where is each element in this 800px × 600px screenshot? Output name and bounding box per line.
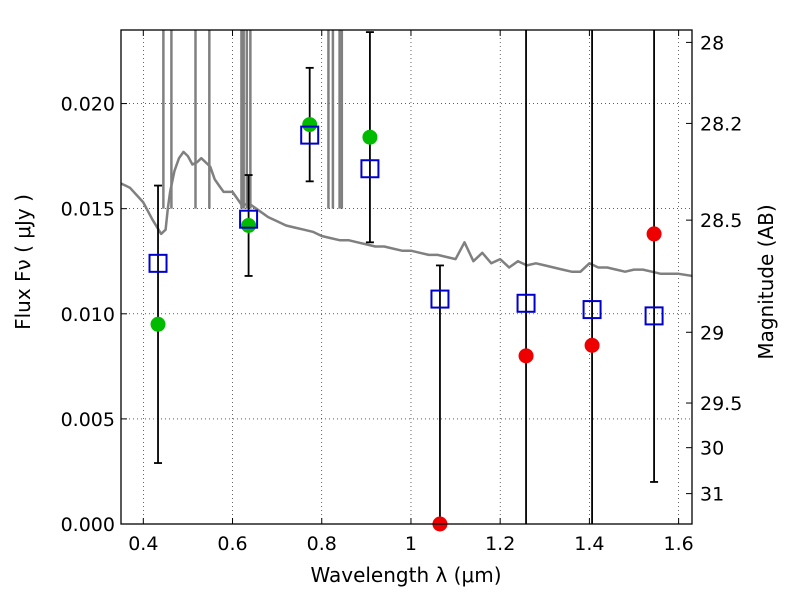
plot-background <box>121 30 692 524</box>
x-axis-title: Wavelength λ (μm) <box>310 563 501 587</box>
detection-point <box>150 316 166 332</box>
y-tick-label: 0.005 <box>61 409 115 431</box>
x-tick-label: 1.4 <box>574 533 604 555</box>
magnitude-axis: 28 28.2 28.5 29 29.5 30 31 <box>686 32 742 506</box>
magnitude-axis-title: Magnitude (AB) <box>754 204 778 359</box>
plot-frame <box>120 29 693 525</box>
y-tick-label: 0.015 <box>61 199 115 221</box>
detection-point <box>241 217 257 233</box>
upper-limit-point <box>646 226 662 242</box>
x-tick-label: 1 <box>405 533 417 555</box>
detection-point <box>302 117 318 133</box>
observed-flux-square <box>644 306 664 326</box>
y-tick-label: 0.020 <box>61 94 115 116</box>
detection-point <box>362 129 378 145</box>
observed-flux-square <box>360 159 380 179</box>
magnitude-tick-label: 30 <box>700 438 724 460</box>
observed-flux-square <box>516 293 536 313</box>
upper-limit-point <box>518 348 534 364</box>
x-tick-label: 0.4 <box>128 533 158 555</box>
observed-flux-square <box>430 289 450 309</box>
x-axis: 0.4 0.6 0.8 1 1.2 1.4 1.6 <box>128 30 694 555</box>
observed-flux-square <box>239 209 259 229</box>
magnitude-tick-label: 28.5 <box>700 210 742 232</box>
magnitude-tick-label: 28.2 <box>700 113 742 135</box>
magnitude-tick-label: 29 <box>700 322 724 344</box>
y-tick-label: 0.010 <box>61 304 115 326</box>
model-spectrum-line <box>121 150 692 278</box>
plot-content <box>121 30 692 278</box>
magnitude-tick-label: 28 <box>700 32 724 54</box>
upper-limit-point <box>584 337 600 353</box>
magnitude-tick-label: 29.5 <box>700 393 742 415</box>
magnitude-tick-label: 31 <box>700 484 724 506</box>
x-tick-label: 0.6 <box>217 533 247 555</box>
y-axis: 0.000 0.005 0.010 0.015 0.020 <box>61 94 127 536</box>
observed-flux-square <box>300 125 320 145</box>
x-tick-label: 1.6 <box>664 533 694 555</box>
observed-flux-square <box>148 253 168 273</box>
observed-flux-square <box>582 300 602 320</box>
y-tick-label: 0.000 <box>61 514 115 536</box>
y-axis-title: Flux Fν ( μJy ) <box>11 194 35 330</box>
x-tick-label: 0.8 <box>307 533 337 555</box>
x-tick-label: 1.2 <box>485 533 515 555</box>
